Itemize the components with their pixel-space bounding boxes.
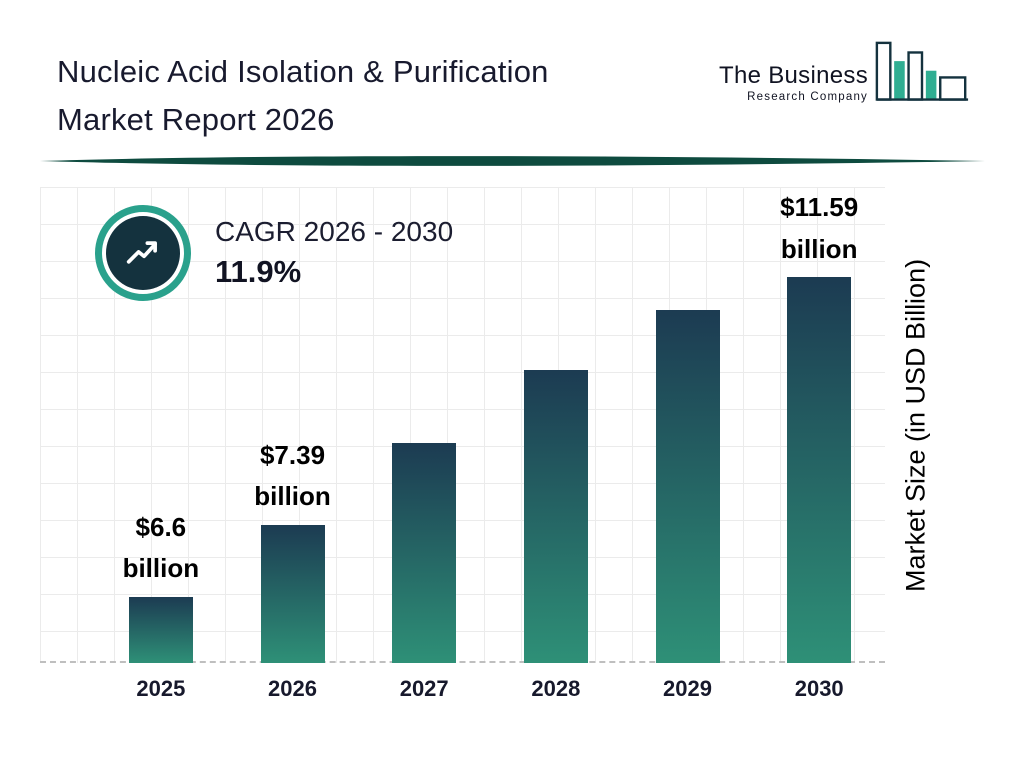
bar-column-2029	[622, 187, 754, 663]
section-divider	[40, 156, 985, 166]
year-label-2025: 2025	[136, 676, 186, 701]
year-label-2030: 2030	[794, 676, 844, 701]
bar-2029	[655, 310, 720, 663]
cagr-label: CAGR 2026 - 2030	[215, 216, 454, 247]
bar-2030	[787, 277, 852, 663]
year-labels: 2025 2026 2027 2028 2029 2030	[95, 676, 885, 702]
bar-column-2025: $6.6 billion	[95, 187, 227, 663]
cagr-text-block: CAGR 2026 - 2030 11.9%	[215, 216, 453, 290]
bar-2025	[128, 597, 193, 663]
bars: $6.6 billion $7.39 billion $11.59 billion	[95, 187, 885, 663]
bar-column-2026: $7.39 billion	[227, 187, 359, 663]
cagr-value: 11.9%	[215, 254, 302, 289]
cagr-circle	[95, 205, 191, 301]
page-title-line2: Market Report 2026	[57, 102, 335, 138]
page-title-line1: Nucleic Acid Isolation & Purification	[57, 54, 549, 89]
bar-2027	[392, 443, 457, 663]
company-subname: Research Company	[747, 91, 868, 103]
company-name: The Business	[718, 62, 868, 89]
year-label-2026: 2026	[268, 676, 317, 701]
year-label-2027: 2027	[399, 676, 449, 701]
bar-column-2028	[490, 187, 622, 663]
y-axis-label: Market Size (in USD Billion)	[900, 258, 931, 592]
bar-2026	[260, 525, 325, 663]
company-logo: The Business Research Company	[700, 40, 970, 117]
bar-2028	[523, 370, 588, 663]
bar-chart-logo-icon	[874, 40, 970, 117]
bar-column-2030: $11.59 billion	[753, 187, 885, 663]
company-logo-text: The Business Research Company	[719, 62, 868, 103]
bar-value-label-2026: $7.39 billion	[254, 439, 331, 512]
cagr-badge: CAGR 2026 - 2030 11.9%	[95, 205, 453, 301]
bar-value-label-2030: $11.59 billion	[780, 192, 859, 264]
bar-column-2027	[358, 187, 490, 663]
page-title: Nucleic Acid Isolation & Purification Ma…	[57, 48, 549, 144]
year-label-2028: 2028	[531, 676, 581, 701]
year-label-2029: 2029	[663, 676, 712, 701]
trending-up-icon	[106, 216, 180, 290]
bar-value-label-2025: $6.6 billion	[122, 511, 200, 584]
